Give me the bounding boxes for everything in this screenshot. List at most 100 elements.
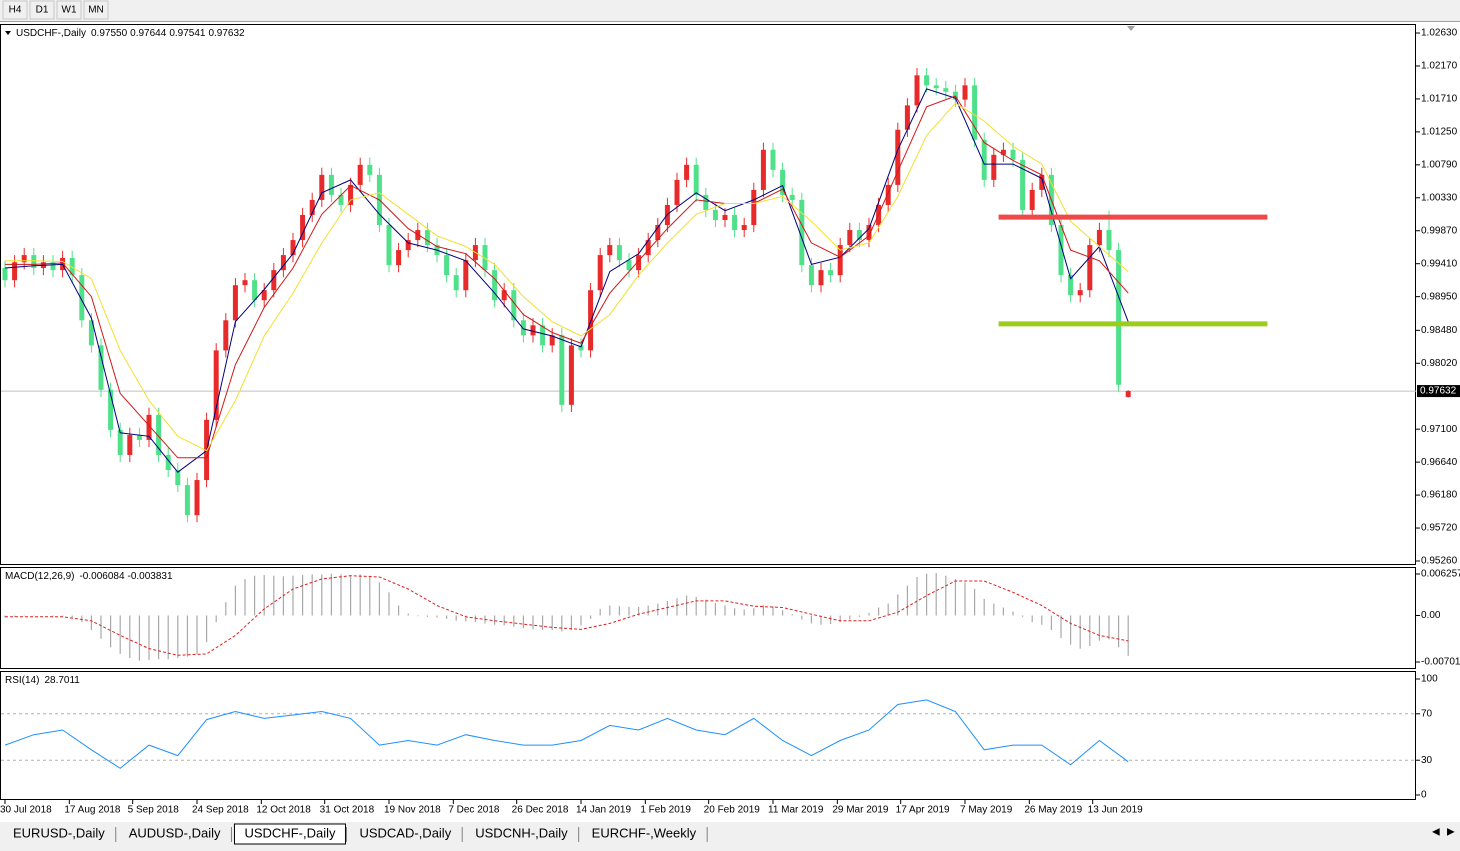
button-frame (29, 0, 55, 20)
candle-body (741, 225, 747, 231)
candle-body (751, 189, 757, 226)
button-frame (83, 0, 109, 20)
candle-body (1000, 149, 1006, 155)
symbol-menu-arrow (5, 31, 11, 35)
candle-body (789, 194, 795, 200)
candle-body (1125, 391, 1131, 397)
candle-body (770, 149, 776, 170)
candle-body (808, 265, 814, 286)
tab-label: EURUSD-,Daily (13, 825, 105, 840)
candle-body (818, 270, 824, 286)
candle-body (1096, 230, 1102, 246)
candle-body (588, 290, 594, 351)
chart-tab[interactable]: USDCHF-,Daily (233, 823, 346, 845)
tab-frame (118, 826, 231, 843)
x-tick-label: 20 Feb 2019 (704, 805, 761, 816)
candle-body (309, 199, 315, 215)
button-frame (2, 0, 28, 20)
candle-body (962, 85, 968, 100)
header-value: 0.97632 (208, 28, 245, 39)
panel-header: RSI(14) 28.7011 (5, 675, 80, 686)
chart-tab[interactable]: USDCAD-,Daily (349, 825, 462, 843)
current-price-label: 0.97632 (1420, 386, 1457, 397)
x-tick-label: 30 Jul 2018 (0, 805, 52, 816)
candle-body (12, 262, 18, 281)
candle-body (146, 414, 152, 440)
candle-body (540, 325, 546, 346)
y-tick-label: 100 (1421, 674, 1438, 685)
y-tick-label: 30 (1421, 755, 1433, 766)
x-tick-label: 1 Feb 2019 (640, 805, 691, 816)
candle-body (338, 194, 344, 205)
candle-body (1068, 275, 1074, 296)
tab-scroll-right[interactable]: ▶ (1447, 827, 1455, 838)
candle-body (2, 267, 8, 281)
candle-body (136, 434, 142, 440)
y-tick-label: 1.00330 (1421, 192, 1458, 203)
candle-body (559, 335, 565, 405)
tab-label: USDCNH-,Daily (475, 825, 568, 840)
timeframe-button[interactable]: W1 (56, 0, 82, 20)
header-value: -0.006084 (79, 571, 124, 582)
button-label: H4 (9, 5, 22, 16)
candle-body (1106, 230, 1112, 251)
timeframe-button[interactable]: MN (83, 0, 109, 20)
candle-body (684, 164, 690, 180)
candle-body (31, 255, 37, 268)
candle-body (271, 270, 277, 291)
y-tick-label: 70 (1421, 708, 1433, 719)
candle-body (933, 85, 939, 89)
candle-body (732, 214, 738, 231)
candle-body (578, 345, 584, 351)
candle-body (319, 174, 325, 200)
button-label: D1 (36, 5, 49, 16)
x-tick-label: 13 Jun 2019 (1088, 805, 1143, 816)
candle-body (194, 480, 200, 516)
signal-line (5, 575, 1129, 656)
candle-body (866, 225, 872, 241)
candle-body (626, 260, 632, 271)
candle-body (616, 245, 622, 261)
candle-body (1077, 290, 1083, 296)
candle-body (511, 290, 517, 321)
candle-body (655, 225, 661, 241)
candle-body (568, 345, 574, 405)
candle-body (895, 129, 901, 185)
candle-body (1087, 245, 1093, 291)
candle-body (1116, 250, 1122, 385)
chart-tab[interactable]: USDCNH-,Daily (465, 825, 578, 843)
candle-body (549, 335, 555, 346)
candle-body (1020, 159, 1026, 210)
candle-body (261, 290, 267, 301)
y-tick-label: 0.99870 (1421, 225, 1458, 236)
y-tick-label: 1.01710 (1421, 94, 1458, 105)
header-value: 28.7011 (44, 675, 80, 686)
timeframe-button[interactable]: D1 (29, 0, 55, 20)
timeframe-button[interactable]: H4 (2, 0, 28, 20)
tab-scroll-left[interactable]: ◀ (1432, 827, 1440, 838)
candle-body (88, 320, 94, 346)
candle-body (117, 429, 123, 455)
candle-body (828, 270, 834, 276)
panel-title: USDCHF-,Daily (16, 28, 86, 39)
x-tick-label: 24 Sep 2018 (192, 805, 249, 816)
main-panel (0, 24, 1416, 565)
panel-title: RSI(14) (5, 675, 39, 686)
candle-body (722, 214, 728, 220)
candle-body (1058, 225, 1064, 276)
chart-tab[interactable]: EURUSD-,Daily (3, 825, 115, 843)
candle-body (645, 240, 651, 256)
candle-body (444, 255, 450, 276)
y-tick-label: 0.96640 (1421, 457, 1458, 468)
y-tick-label: 1.01250 (1421, 127, 1458, 138)
chart-tab[interactable]: EURCHF-,Weekly (581, 825, 707, 843)
candle-body (482, 245, 488, 271)
candle-body (856, 230, 862, 241)
candle-body (780, 169, 786, 195)
candle-body (674, 179, 680, 205)
chart-tab[interactable]: AUDUSD-,Daily (118, 825, 231, 843)
x-tick-label: 19 Nov 2018 (384, 805, 441, 816)
tab-label: USDCHF-,Daily (244, 825, 336, 840)
candle-body (127, 434, 133, 455)
